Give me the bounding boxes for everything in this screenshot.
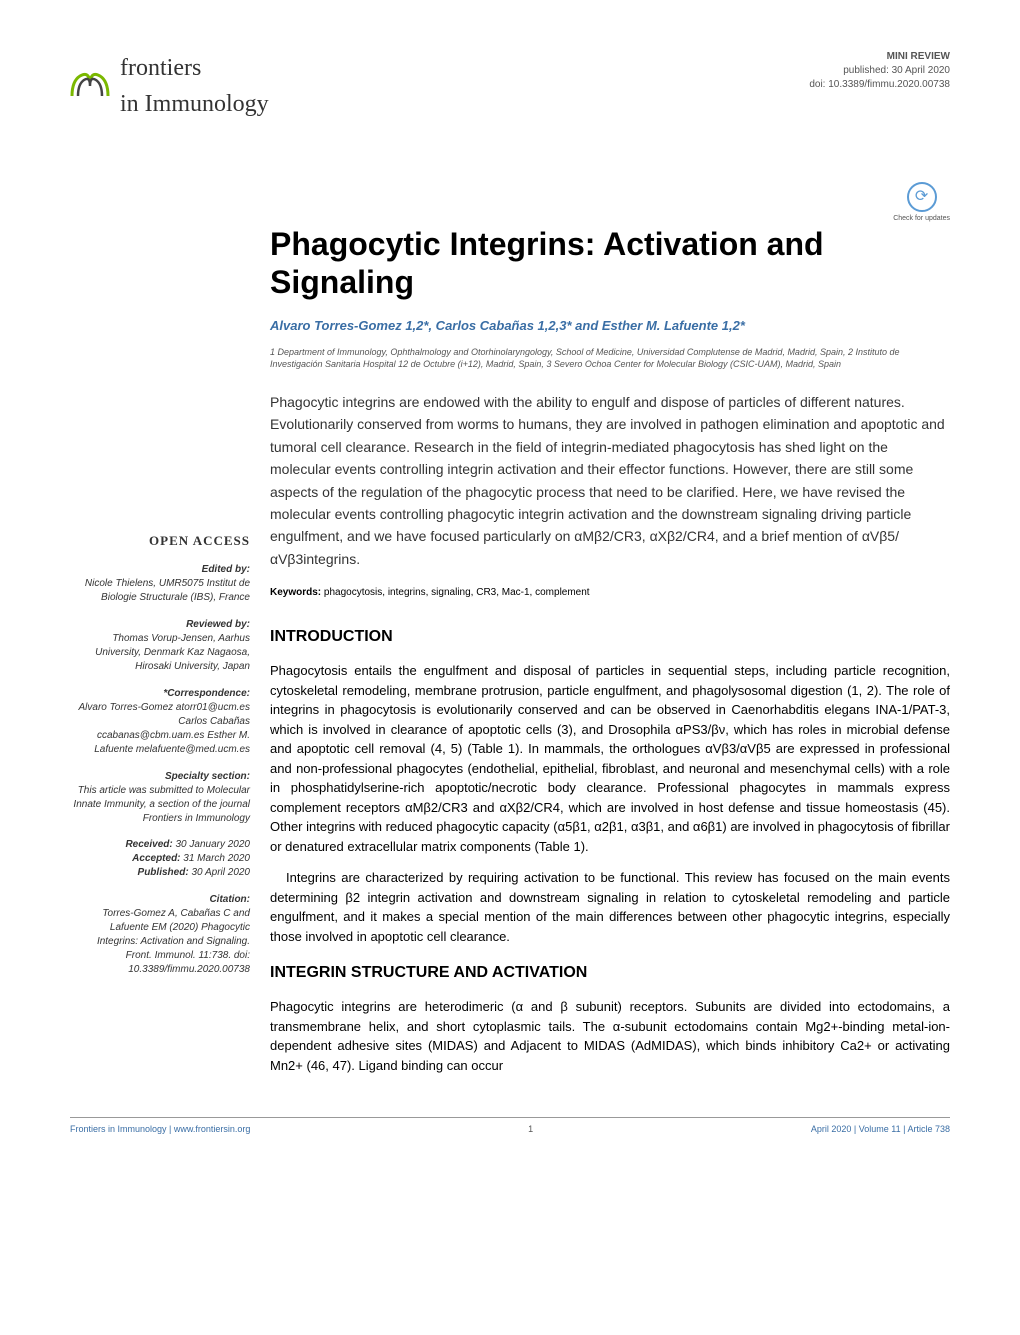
edited-by-label: Edited by:: [70, 562, 250, 577]
author-list: Alvaro Torres-Gomez 1,2*, Carlos Cabañas…: [270, 316, 950, 336]
specialty-text: This article was submitted to Molecular …: [70, 784, 250, 826]
citation-text: Torres-Gomez A, Cabañas C and Lafuente E…: [70, 907, 250, 977]
keywords-block: Keywords: phagocytosis, integrins, signa…: [270, 585, 950, 600]
footer-page-number: 1: [528, 1123, 533, 1137]
affiliations: 1 Department of Immunology, Ophthalmolog…: [270, 346, 950, 371]
page-header: frontiers in Immunology MINI REVIEW publ…: [70, 50, 950, 122]
structure-heading: INTEGRIN STRUCTURE AND ACTIVATION: [270, 961, 950, 985]
specialty-label: Specialty section:: [70, 769, 250, 784]
reviewed-by-text: Thomas Vorup-Jensen, Aarhus University, …: [70, 632, 250, 674]
published-date: 30 April 2020: [191, 867, 250, 878]
published-label: Published:: [138, 867, 192, 878]
sidebar: OPEN ACCESS Edited by: Nicole Thielens, …: [70, 391, 270, 1087]
check-updates-icon: ⟳: [907, 182, 937, 212]
intro-heading: INTRODUCTION: [270, 625, 950, 649]
journal-logo: frontiers in Immunology: [70, 50, 269, 122]
keywords-label: Keywords:: [270, 587, 324, 598]
logo-text-frontiers: frontiers: [120, 55, 201, 81]
frontiers-logo-icon: [70, 66, 110, 106]
citation-label: Citation:: [70, 892, 250, 907]
open-access-label: OPEN ACCESS: [70, 531, 250, 551]
check-updates-badge[interactable]: ⟳ Check for updates: [70, 182, 950, 225]
received-date: 30 January 2020: [175, 839, 250, 850]
structure-paragraph-1: Phagocytic integrins are heterodimeric (…: [270, 997, 950, 1075]
correspondence-label: *Correspondence:: [70, 686, 250, 701]
article-title: Phagocytic Integrins: Activation and Sig…: [270, 225, 950, 302]
page-footer: Frontiers in Immunology | www.frontiersi…: [70, 1117, 950, 1137]
reviewed-by-label: Reviewed by:: [70, 617, 250, 632]
edited-by-text: Nicole Thielens, UMR5075 Institut de Bio…: [70, 577, 250, 605]
accepted-date: 31 March 2020: [183, 853, 250, 864]
intro-paragraph-2: Integrins are characterized by requiring…: [270, 868, 950, 946]
correspondence-text: Alvaro Torres-Gomez atorr01@ucm.es Carlo…: [70, 701, 250, 757]
logo-text-journal: in Immunology: [120, 91, 269, 117]
doi-text: doi: 10.3389/fimmu.2020.00738: [809, 78, 950, 92]
footer-right[interactable]: April 2020 | Volume 11 | Article 738: [811, 1123, 950, 1137]
article-meta: MINI REVIEW published: 30 April 2020 doi…: [809, 50, 950, 92]
intro-paragraph-1: Phagocytosis entails the engulfment and …: [270, 661, 950, 856]
keywords-text: phagocytosis, integrins, signaling, CR3,…: [324, 587, 590, 598]
accepted-label: Accepted:: [132, 853, 183, 864]
abstract: Phagocytic integrins are endowed with th…: [270, 391, 950, 570]
received-label: Received:: [125, 839, 175, 850]
main-content: Phagocytic integrins are endowed with th…: [270, 391, 950, 1087]
check-updates-label: Check for updates: [893, 214, 950, 225]
review-type: MINI REVIEW: [809, 50, 950, 64]
footer-left[interactable]: Frontiers in Immunology | www.frontiersi…: [70, 1123, 250, 1137]
publication-date: published: 30 April 2020: [809, 64, 950, 78]
